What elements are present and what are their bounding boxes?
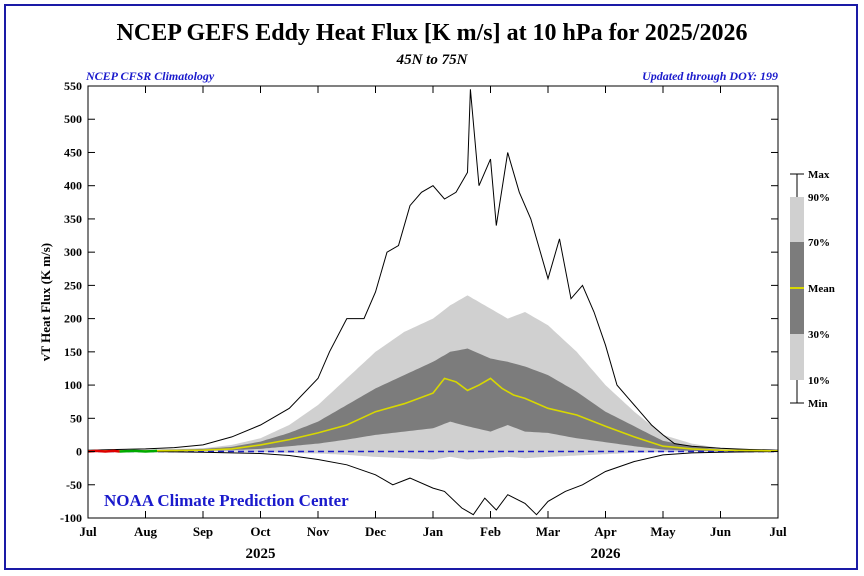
y-tick-label: 550 [64,79,82,93]
year-label: 2026 [591,546,622,562]
x-tick-label: Jul [79,524,97,539]
series-obs-green [119,449,158,453]
series-mean [88,377,779,452]
legend: Max 90% 70% Mean 30% 10% Min [790,169,835,410]
x-tick-label: Jun [710,524,732,539]
x-tick-label: Aug [134,524,158,539]
y-axis-label: vT Heat Flux (K m/s) [38,243,53,361]
x-tick-label: Sep [193,524,213,539]
updated-note: Updated through DOY: 199 [642,69,778,83]
climatology-note: NCEP CFSR Climatology [86,69,215,83]
series-lines [87,89,779,516]
y-tick-label: 200 [64,312,82,326]
y-tick-label: 250 [64,278,82,292]
legend-label: 90% [808,192,830,204]
y-tick-label: -100 [60,511,82,525]
y-tick-label: 0 [76,445,82,459]
x-tick-label: Oct [250,524,271,539]
year-label: 2025 [246,546,276,562]
x-axis: Jul Aug Sep Oct Nov Dec Jan Feb Mar Apr May Jun Jul 2… [79,86,787,562]
plot-frame [4,4,858,570]
legend-label: Mean [808,283,835,295]
legend-label: 70% [808,237,830,249]
x-tick-label: May [650,524,676,539]
x-tick-label: Dec [365,524,386,539]
y-axis: -100 -50 0 50 100 150 200 250 300 350 400 450 500 550 [60,79,778,525]
percentile-bands [88,295,776,460]
legend-label: 10% [808,375,830,387]
x-tick-label: Nov [307,524,330,539]
y-tick-label: 500 [64,112,82,126]
y-tick-label: 150 [64,345,82,359]
cpc-watermark: NOAA Climate Prediction Center [104,491,349,510]
x-tick-label: Feb [480,524,501,539]
x-tick-label: Apr [594,524,617,539]
y-tick-label: 450 [64,145,82,159]
y-tick-label: 400 [64,179,82,193]
legend-label: 30% [808,329,830,341]
series-max [87,89,779,451]
chart-title: NCEP GEFS Eddy Heat Flux [K m/s] at 10 h… [116,20,748,46]
legend-label: Max [808,169,830,181]
y-tick-label: 50 [70,411,82,425]
y-tick-label: 350 [64,212,82,226]
y-tick-label: 100 [64,378,82,392]
legend-label: Min [808,398,828,410]
y-tick-label: -50 [66,478,82,492]
chart-subtitle: 45N to 75N [396,52,468,68]
x-tick-label: Mar [536,524,561,539]
series-min [88,451,779,516]
x-tick-label: Jan [423,524,444,539]
x-tick-label: Jul [769,524,787,539]
y-tick-label: 300 [64,245,82,259]
